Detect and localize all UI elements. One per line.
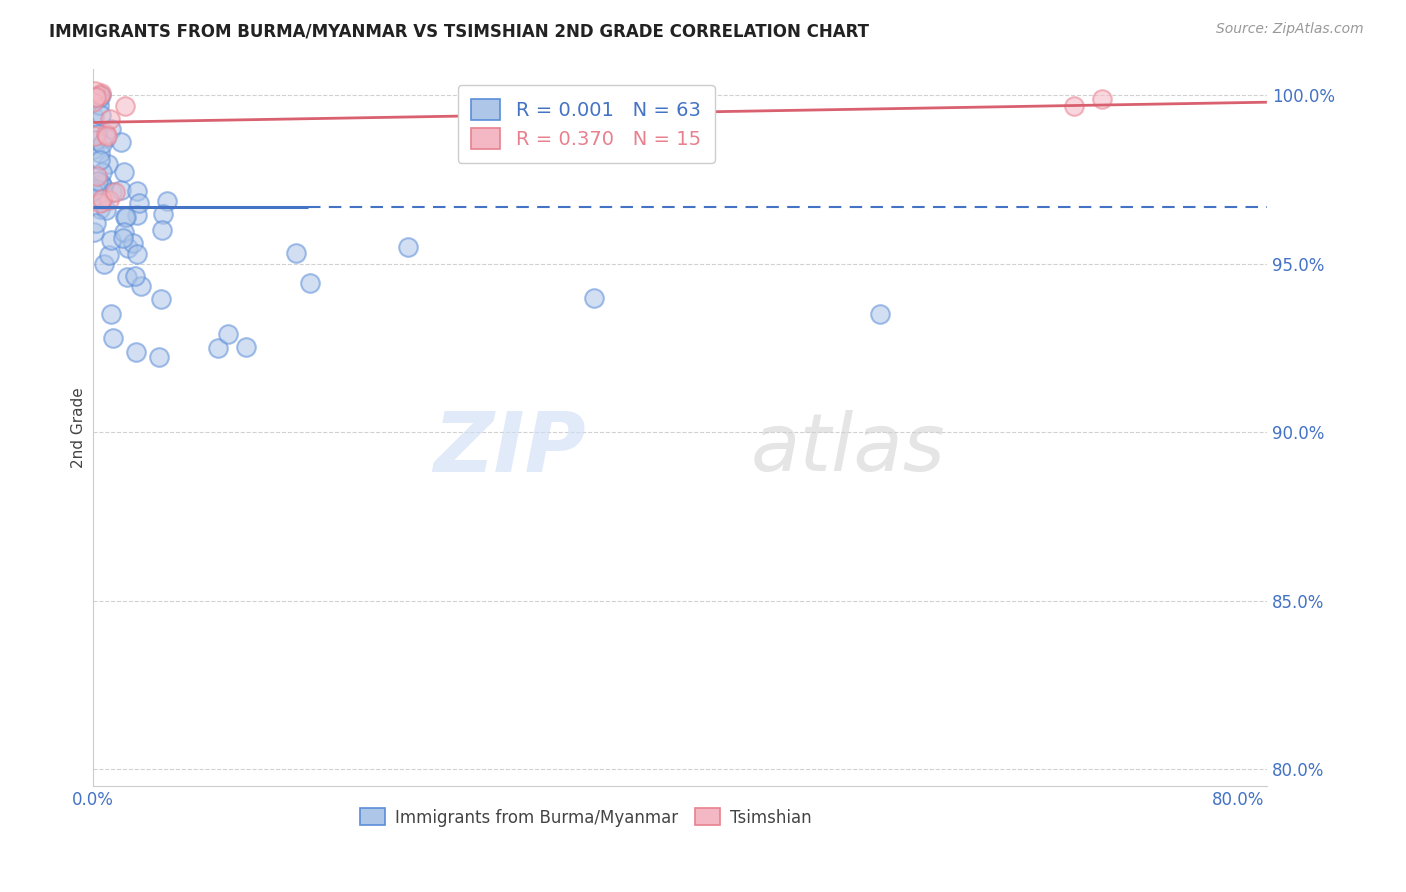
Point	[83, 110, 105, 124]
Point	[101, 185, 124, 199]
Point	[396, 240, 419, 254]
Point	[128, 195, 150, 210]
Text: atlas: atlas	[751, 409, 945, 488]
Point	[110, 135, 132, 149]
Point	[131, 278, 153, 293]
Legend: Immigrants from Burma/Myanmar, Tsimshian: Immigrants from Burma/Myanmar, Tsimshian	[352, 800, 820, 835]
Point	[285, 246, 308, 260]
Point	[124, 345, 146, 359]
Point	[112, 231, 135, 245]
Point	[217, 326, 239, 341]
Point	[90, 87, 112, 102]
Point	[89, 87, 111, 102]
Point	[117, 241, 139, 255]
Point	[117, 269, 139, 284]
Point	[96, 131, 118, 145]
Point	[97, 193, 120, 207]
Point	[115, 211, 138, 225]
Point	[583, 291, 606, 305]
Point	[100, 233, 122, 247]
Point	[83, 142, 105, 156]
Point	[110, 183, 132, 197]
Point	[114, 98, 136, 112]
Point	[90, 86, 112, 100]
Point	[150, 292, 173, 306]
Point	[112, 225, 135, 239]
Point	[86, 127, 108, 141]
Point	[93, 256, 115, 270]
Point	[84, 128, 107, 143]
Point	[96, 127, 118, 141]
Point	[90, 137, 112, 152]
Point	[1091, 92, 1114, 106]
Point	[83, 225, 105, 239]
Point	[125, 246, 148, 260]
Point	[89, 195, 111, 210]
Point	[148, 351, 170, 365]
Point	[83, 84, 105, 98]
Point	[82, 184, 104, 198]
Point	[91, 178, 114, 192]
Point	[97, 156, 120, 170]
Point	[100, 307, 122, 321]
Point	[89, 153, 111, 167]
Point	[124, 268, 146, 283]
Point	[1063, 98, 1085, 112]
Point	[84, 133, 107, 147]
Point	[84, 90, 107, 104]
Point	[96, 128, 118, 143]
Point	[84, 216, 107, 230]
Point	[152, 207, 174, 221]
Point	[94, 202, 117, 217]
Point	[83, 89, 105, 103]
Point	[90, 108, 112, 122]
Point	[122, 235, 145, 250]
Point	[125, 184, 148, 198]
Point	[87, 91, 110, 105]
Point	[114, 210, 136, 224]
Y-axis label: 2nd Grade: 2nd Grade	[72, 387, 86, 467]
Point	[103, 330, 125, 344]
Point	[235, 340, 257, 354]
Point	[869, 307, 891, 321]
Point	[112, 165, 135, 179]
Point	[89, 145, 111, 160]
Point	[90, 194, 112, 209]
Point	[86, 192, 108, 206]
Point	[90, 177, 112, 191]
Point	[91, 165, 114, 179]
Point	[103, 185, 125, 199]
Point	[91, 192, 114, 206]
Point	[125, 209, 148, 223]
Point	[89, 202, 111, 216]
Point	[98, 247, 121, 261]
Text: ZIP: ZIP	[433, 409, 586, 489]
Point	[98, 112, 121, 127]
Point	[87, 174, 110, 188]
Point	[100, 122, 122, 136]
Point	[207, 341, 229, 355]
Text: Source: ZipAtlas.com: Source: ZipAtlas.com	[1216, 22, 1364, 37]
Text: IMMIGRANTS FROM BURMA/MYANMAR VS TSIMSHIAN 2ND GRADE CORRELATION CHART: IMMIGRANTS FROM BURMA/MYANMAR VS TSIMSHI…	[49, 22, 869, 40]
Point	[86, 169, 108, 184]
Point	[155, 194, 177, 208]
Point	[150, 223, 173, 237]
Point	[87, 98, 110, 112]
Point	[84, 182, 107, 196]
Point	[82, 95, 104, 110]
Point	[298, 276, 321, 290]
